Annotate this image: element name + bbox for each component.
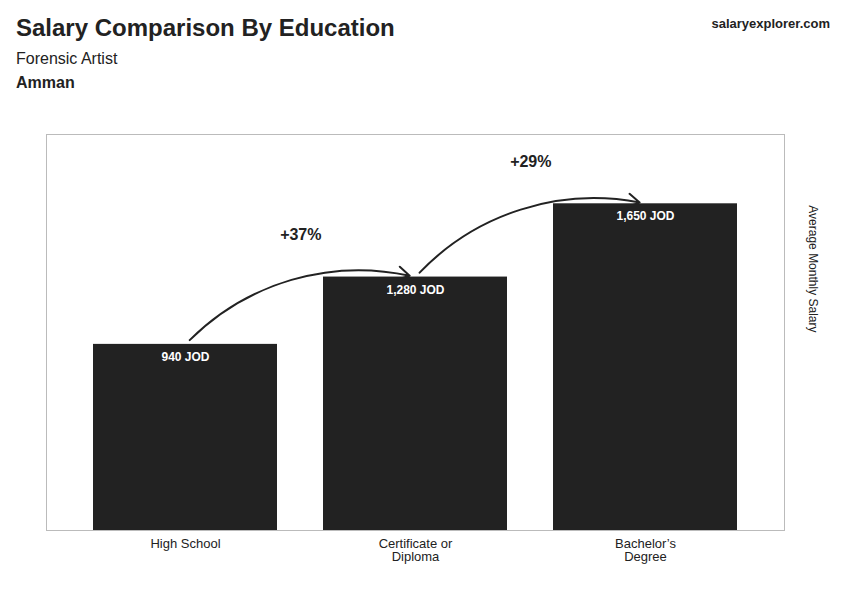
svg-text:Certificate orDiploma: Certificate orDiploma bbox=[379, 536, 453, 564]
svg-text:High School: High School bbox=[150, 536, 220, 551]
html-text:Amman: Amman bbox=[16, 74, 75, 91]
svg-text:940 JOD: 940 JOD bbox=[161, 350, 209, 364]
svg-text:+37%: +37% bbox=[280, 226, 321, 243]
svg-text:1,650 JOD: 1,650 JOD bbox=[616, 209, 674, 223]
html-text:Salary Comparison By Education: Salary Comparison By Education bbox=[16, 14, 395, 41]
svg-text:Bachelor’sDegree: Bachelor’sDegree bbox=[615, 536, 676, 564]
svg-text:+29%: +29% bbox=[510, 153, 551, 170]
html-text:Forensic Artist: Forensic Artist bbox=[16, 50, 118, 67]
svg-text:Average Monthly Salary: Average Monthly Salary bbox=[806, 205, 820, 332]
html-text:salaryexplorer.com: salaryexplorer.com bbox=[711, 16, 830, 31]
svg-text:1,280 JOD: 1,280 JOD bbox=[386, 283, 444, 297]
